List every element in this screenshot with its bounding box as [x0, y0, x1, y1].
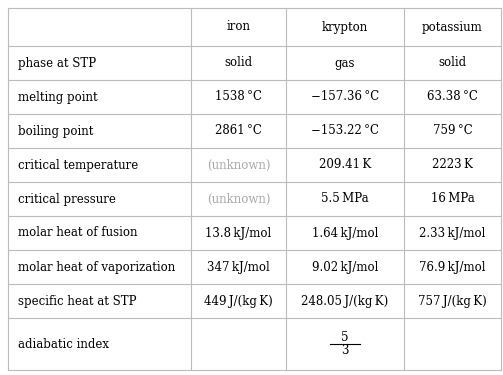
Text: melting point: melting point: [18, 90, 98, 104]
Text: −153.22 °C: −153.22 °C: [311, 124, 379, 138]
Text: specific heat at STP: specific heat at STP: [18, 294, 136, 307]
Text: solid: solid: [224, 57, 253, 69]
Text: 1.64 kJ/mol: 1.64 kJ/mol: [312, 226, 378, 240]
Text: adiabatic index: adiabatic index: [18, 338, 109, 351]
Text: 63.38 °C: 63.38 °C: [427, 90, 478, 104]
Text: critical pressure: critical pressure: [18, 192, 116, 206]
Text: 5: 5: [341, 331, 349, 344]
Text: 76.9 kJ/mol: 76.9 kJ/mol: [419, 261, 486, 273]
Text: boiling point: boiling point: [18, 124, 94, 138]
Text: 759 °C: 759 °C: [433, 124, 472, 138]
Text: solid: solid: [439, 57, 467, 69]
Text: 3: 3: [341, 344, 349, 357]
Text: molar heat of vaporization: molar heat of vaporization: [18, 261, 175, 273]
Text: 5.5 MPa: 5.5 MPa: [321, 192, 369, 206]
Text: krypton: krypton: [322, 21, 368, 33]
Text: critical temperature: critical temperature: [18, 159, 138, 171]
Text: phase at STP: phase at STP: [18, 57, 96, 69]
Text: potassium: potassium: [422, 21, 483, 33]
Text: 16 MPa: 16 MPa: [431, 192, 474, 206]
Text: 248.05 J/(kg K): 248.05 J/(kg K): [301, 294, 389, 307]
Text: 209.41 K: 209.41 K: [319, 159, 371, 171]
Text: 757 J/(kg K): 757 J/(kg K): [418, 294, 487, 307]
Text: 2861 °C: 2861 °C: [215, 124, 262, 138]
Text: iron: iron: [226, 21, 250, 33]
Text: 347 kJ/mol: 347 kJ/mol: [207, 261, 270, 273]
Text: 2.33 kJ/mol: 2.33 kJ/mol: [420, 226, 486, 240]
Text: −157.36 °C: −157.36 °C: [311, 90, 379, 104]
Text: 1538 °C: 1538 °C: [215, 90, 262, 104]
Text: 449 J/(kg K): 449 J/(kg K): [204, 294, 273, 307]
Text: molar heat of fusion: molar heat of fusion: [18, 226, 137, 240]
Text: (unknown): (unknown): [207, 159, 270, 171]
Text: 9.02 kJ/mol: 9.02 kJ/mol: [312, 261, 378, 273]
Text: (unknown): (unknown): [207, 192, 270, 206]
Text: 2223 K: 2223 K: [432, 159, 473, 171]
Text: gas: gas: [335, 57, 355, 69]
Text: 13.8 kJ/mol: 13.8 kJ/mol: [205, 226, 272, 240]
